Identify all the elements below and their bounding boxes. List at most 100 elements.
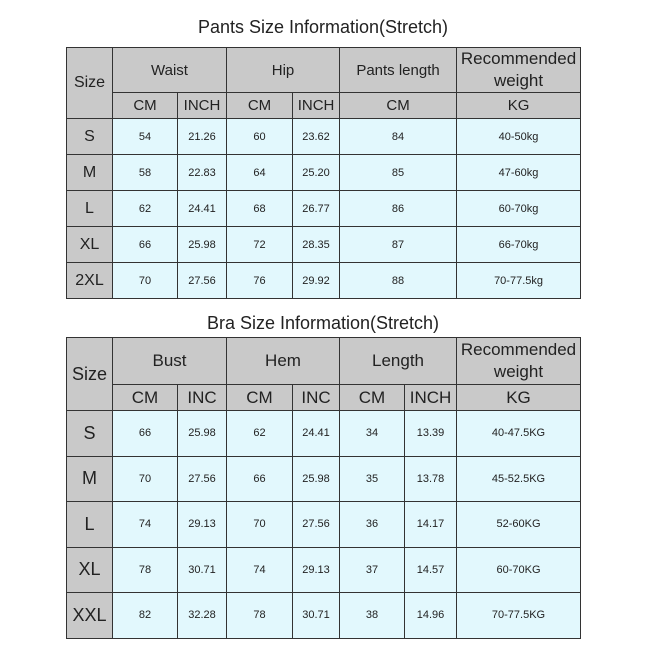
table-cell: 68 (226, 190, 294, 228)
waist-header: Waist (111, 46, 228, 94)
table-cell: 60 (226, 118, 294, 156)
table-cell: 78 (226, 592, 293, 639)
table-row: L 74 29.13 70 27.56 36 14.17 52-60KG (66, 501, 581, 548)
table-cell: 66 (112, 226, 178, 264)
table-cell: 62 (226, 410, 293, 457)
unit-header: INC (292, 384, 340, 411)
size-label: XL (66, 226, 113, 264)
table-cell: 47-60kg (456, 154, 582, 192)
table-cell: 29.13 (177, 501, 227, 548)
table-cell: 86 (339, 190, 458, 228)
bra-table-title: Bra Size Information(Stretch) (206, 313, 440, 333)
size-label: M (66, 455, 113, 502)
unit-header: INCH (292, 92, 341, 120)
table-cell: 27.56 (176, 262, 228, 300)
unit-header: INCH (176, 92, 228, 120)
table-cell: 23.62 (292, 118, 341, 156)
table-cell: 21.26 (176, 118, 228, 156)
table-cell: 26.77 (292, 190, 341, 228)
size-label: XXL (66, 592, 113, 639)
table-row: XXL 82 32.28 78 30.71 38 14.96 70-77.5KG (66, 592, 581, 639)
table-cell: 66 (112, 410, 178, 457)
table-cell: 76 (226, 262, 294, 300)
table-cell: 60-70kg (456, 190, 582, 228)
table-cell: 88 (339, 262, 458, 300)
table-cell: 28.35 (292, 226, 341, 264)
table-cell: 38 (339, 592, 405, 639)
table-cell: 54 (112, 118, 178, 156)
size-label: L (66, 190, 113, 228)
unit-header: CM (226, 384, 293, 411)
unit-header: INC (177, 384, 227, 411)
table-row: M 58 22.83 64 25.20 85 47-60kg (66, 154, 582, 192)
size-label: S (66, 410, 113, 457)
recommended-weight-header: Recommended weight (456, 337, 581, 385)
table-cell: 45-52.5KG (456, 455, 581, 502)
table-cell: 32.28 (177, 592, 227, 639)
table-row: 2XL 70 27.56 76 29.92 88 70-77.5kg (66, 262, 582, 300)
table-cell: 66-70kg (456, 226, 582, 264)
table-cell: 40-47.5KG (456, 410, 581, 457)
table-cell: 14.17 (404, 501, 457, 548)
table-cell: 14.96 (404, 592, 457, 639)
unit-header: CM (339, 384, 405, 411)
table-row: S 54 21.26 60 23.62 84 40-50kg (66, 118, 582, 156)
table-cell: 64 (226, 154, 294, 192)
table-cell: 70 (112, 455, 178, 502)
table-row: S 66 25.98 62 24.41 34 13.39 40-47.5KG (66, 410, 581, 457)
unit-header: CM (112, 384, 178, 411)
table-cell: 24.41 (292, 410, 340, 457)
table-cell: 70 (112, 262, 178, 300)
table-cell: 66 (226, 455, 293, 502)
unit-header: INCH (404, 384, 457, 411)
table-cell: 14.57 (404, 546, 457, 593)
size-label: 2XL (66, 262, 113, 300)
pants-size-table: Size Waist Hip Pants length Recommended … (66, 46, 582, 300)
table-cell: 40-50kg (456, 118, 582, 156)
size-header: Size (66, 337, 113, 411)
unit-header: KG (456, 92, 582, 120)
table-cell: 36 (339, 501, 405, 548)
table-cell: 62 (112, 190, 178, 228)
table-cell: 25.20 (292, 154, 341, 192)
table-cell: 22.83 (176, 154, 228, 192)
size-label: S (66, 118, 113, 156)
table-cell: 70-77.5KG (456, 592, 581, 639)
table-cell: 30.71 (292, 592, 340, 639)
table-cell: 25.98 (292, 455, 340, 502)
table-row: XL 66 25.98 72 28.35 87 66-70kg (66, 226, 582, 264)
table-cell: 74 (112, 501, 178, 548)
table-cell: 52-60KG (456, 501, 581, 548)
table-cell: 34 (339, 410, 405, 457)
table-row: XL 78 30.71 74 29.13 37 14.57 60-70KG (66, 546, 581, 593)
table-cell: 13.78 (404, 455, 457, 502)
pants-length-header: Pants length (339, 46, 458, 94)
table-cell: 27.56 (292, 501, 340, 548)
size-label: L (66, 501, 113, 548)
table-cell: 72 (226, 226, 294, 264)
table-cell: 25.98 (177, 410, 227, 457)
table-row: L 62 24.41 68 26.77 86 60-70kg (66, 190, 582, 228)
table-cell: 29.92 (292, 262, 341, 300)
table-cell: 24.41 (176, 190, 228, 228)
size-label: XL (66, 546, 113, 593)
hip-header: Hip (226, 46, 341, 94)
table-cell: 85 (339, 154, 458, 192)
table-cell: 70-77.5kg (456, 262, 582, 300)
table-cell: 37 (339, 546, 405, 593)
hem-header: Hem (226, 337, 340, 385)
table-cell: 58 (112, 154, 178, 192)
table-cell: 84 (339, 118, 458, 156)
table-cell: 82 (112, 592, 178, 639)
table-cell: 87 (339, 226, 458, 264)
table-cell: 25.98 (176, 226, 228, 264)
unit-header: KG (456, 384, 581, 411)
table-cell: 29.13 (292, 546, 340, 593)
size-header: Size (66, 46, 113, 120)
table-cell: 60-70KG (456, 546, 581, 593)
table-cell: 78 (112, 546, 178, 593)
unit-header: CM (339, 92, 458, 120)
pants-table-title: Pants Size Information(Stretch) (197, 17, 449, 37)
bra-size-table: Size Bust Hem Length Recommended weight … (66, 337, 581, 639)
table-cell: 70 (226, 501, 293, 548)
